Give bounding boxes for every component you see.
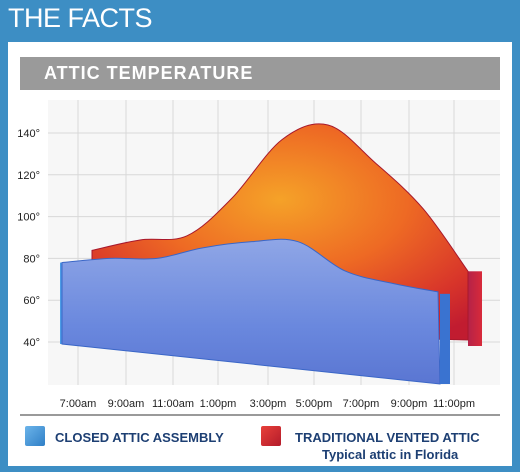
x-tick-label: 9:00pm (391, 398, 428, 410)
top-banner: THE FACTS (0, 0, 520, 42)
chart-title: ATTIC TEMPERATURE (44, 63, 254, 83)
banner-title: THE FACTS (8, 3, 153, 33)
legend-label-vented: TRADITIONAL VENTED ATTIC (295, 430, 480, 445)
y-tick-label: 80° (23, 253, 40, 265)
closed-side-face (440, 293, 450, 384)
x-tick-label: 3:00pm (250, 398, 287, 410)
y-tick-label: 120° (17, 170, 40, 182)
vented-side-face (468, 271, 482, 346)
x-tick-label: 11:00pm (433, 398, 475, 410)
bottom-border (0, 466, 520, 472)
y-tick-label: 140° (17, 128, 40, 140)
x-tick-label: 7:00pm (343, 398, 380, 410)
x-tick-label: 9:00am (108, 398, 145, 410)
chart-title-bar: ATTIC TEMPERATURE (20, 57, 500, 90)
y-tick-label: 60° (23, 295, 40, 307)
legend-divider (20, 414, 500, 416)
series-layer (60, 123, 482, 385)
x-tick-label: 7:00am (60, 398, 97, 410)
legend-sublabel-vented: Typical attic in Florida (322, 447, 459, 462)
y-tick-label: 40° (23, 337, 40, 349)
x-tick-label: 11:00am (152, 398, 194, 410)
x-tick-label: 1:00pm (200, 398, 237, 410)
y-axis-ticks: 40° 60° 80° 100° 120° 140° (17, 128, 40, 349)
x-tick-label: 5:00pm (296, 398, 333, 410)
right-border (512, 42, 520, 472)
closed-attic-area (61, 238, 441, 385)
legend-swatch-closed (25, 426, 45, 446)
legend-swatch-vented (261, 426, 281, 446)
legend-label-closed: CLOSED ATTIC ASSEMBLY (55, 430, 224, 445)
y-tick-label: 100° (17, 212, 40, 224)
x-axis-ticks: 7:00am 9:00am 11:00am 1:00pm 3:00pm 5:00pm 7:0… (60, 398, 475, 410)
left-border (0, 42, 8, 472)
